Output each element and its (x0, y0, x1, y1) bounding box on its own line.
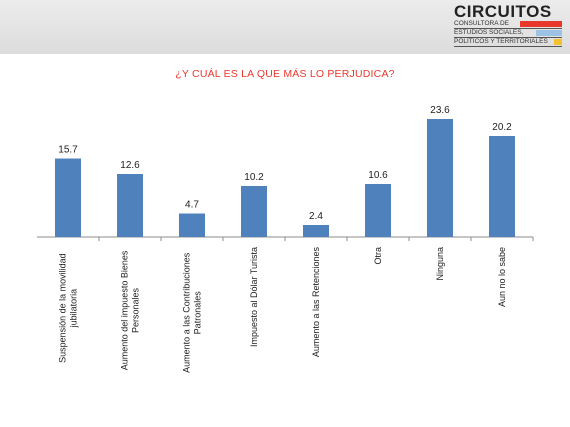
header-band (0, 0, 570, 54)
logo-line-3-text: POLÍTICOS Y TERRITORIALES (454, 38, 548, 45)
category-label-3: Aumento a las ContribucionesPatronales (182, 252, 203, 373)
value-label-4: 10.2 (244, 172, 264, 183)
value-label-5: 2.4 (309, 211, 323, 222)
logo-swatch-red (520, 21, 562, 27)
value-label-6: 10.6 (368, 170, 388, 181)
logo-title: CIRCUITOS (454, 2, 552, 21)
bar-3 (179, 213, 205, 237)
value-label-1: 15.7 (58, 145, 78, 156)
logo-line-3: POLÍTICOS Y TERRITORIALES (454, 38, 562, 47)
category-labels-group: Suspensión de la movilidadjubilatoria Aum… (58, 247, 508, 373)
chart-title: ¿Y CUÁL ES LA QUE MÁS LO PERJUDICA? (175, 68, 395, 80)
value-label-2: 12.6 (120, 160, 140, 171)
logo-swatch-yellow (554, 39, 562, 45)
category-label-7: Ninguna (435, 247, 445, 281)
category-label-6: Otra (373, 247, 383, 265)
company-logo: CIRCUITOS CONSULTORA DE ESTUDIOS SOCIALE… (454, 3, 562, 47)
bar-6 (365, 184, 391, 237)
logo-line-1: CONSULTORA DE (454, 20, 562, 29)
category-label-4: Impuesto al Dólar Turista (249, 247, 259, 347)
bars-group (55, 119, 534, 241)
value-label-8: 20.2 (492, 122, 512, 133)
bar-1 (55, 158, 81, 237)
value-labels-group: 15.7 12.6 4.7 10.2 2.4 10.6 23.6 20.2 (58, 105, 512, 222)
value-label-7: 23.6 (430, 105, 450, 116)
category-label-1: Suspensión de la movilidadjubilatoria (58, 253, 79, 363)
bar-7 (427, 119, 453, 237)
logo-swatch-blue (536, 30, 562, 36)
category-label-2: Aumento del impuesto BienesPersonales (120, 250, 141, 370)
category-label-5: Aumento a las Retenciones (311, 247, 321, 358)
logo-line-2: ESTUDIOS SOCIALES, (454, 29, 562, 38)
bar-2 (117, 174, 143, 237)
logo-line-2-text: ESTUDIOS SOCIALES, (454, 29, 524, 36)
logo-line-1-text: CONSULTORA DE (454, 20, 510, 27)
bar-5 (303, 225, 329, 237)
value-label-3: 4.7 (185, 200, 199, 211)
category-label-8: Aun no lo sabe (497, 247, 507, 307)
bar-4 (241, 186, 267, 237)
bar-8 (489, 136, 515, 237)
